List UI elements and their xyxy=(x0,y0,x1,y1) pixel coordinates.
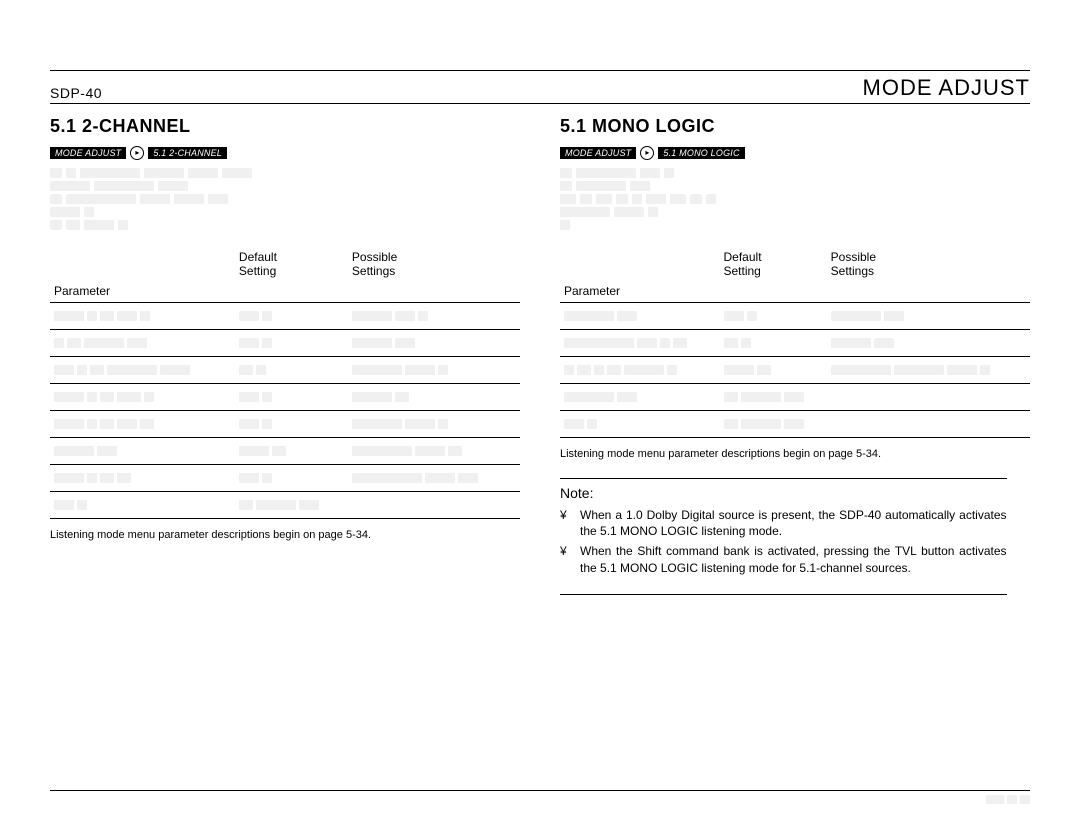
col-header-parameter: Parameter xyxy=(560,282,720,303)
page: SDP-40 MODE ADJUST 5.1 2-CHANNEL MODE AD… xyxy=(0,0,1080,834)
table-row xyxy=(50,465,520,492)
table-row xyxy=(560,330,1030,357)
note-top-rule xyxy=(560,478,1007,479)
note-item: ¥ When the Shift command bank is activat… xyxy=(560,543,1007,575)
left-section-title: 5.1 2-CHANNEL xyxy=(50,116,520,137)
table-row xyxy=(560,384,1030,411)
right-breadcrumb: MODE ADJUST ▸ 5.1 MONO LOGIC xyxy=(560,146,745,160)
col-header-default: Default Setting xyxy=(235,248,348,282)
page-number xyxy=(986,795,1030,804)
header-bottom-rule xyxy=(50,103,1030,104)
right-column: 5.1 MONO LOGIC MODE ADJUST ▸ 5.1 MONO LO… xyxy=(560,116,1030,601)
right-params-table: Default Setting Possible Settings Parame… xyxy=(560,248,1030,438)
note-text: When the Shift command bank is activated… xyxy=(580,543,1007,575)
table-row xyxy=(50,303,520,330)
table-row xyxy=(560,357,1030,384)
note-list: ¥ When a 1.0 Dolby Digital source is pre… xyxy=(560,507,1007,576)
top-rule xyxy=(50,70,1030,71)
left-footnote: Listening mode menu parameter descriptio… xyxy=(50,529,520,541)
table-row xyxy=(50,330,520,357)
col-header-default: Default Setting xyxy=(720,248,827,282)
breadcrumb-segment: 5.1 MONO LOGIC xyxy=(658,147,744,159)
model-label: SDP-40 xyxy=(50,85,102,101)
table-row xyxy=(50,411,520,438)
col-header-parameter: Parameter xyxy=(50,282,235,303)
left-breadcrumb: MODE ADJUST ▸ 5.1 2-CHANNEL xyxy=(50,146,227,160)
left-description xyxy=(50,168,520,230)
bullet-icon: ¥ xyxy=(560,507,570,539)
col-header-possible: Possible Settings xyxy=(827,248,1030,282)
breadcrumb-segment: MODE ADJUST xyxy=(50,147,126,159)
note-bottom-rule xyxy=(560,594,1007,595)
right-footnote: Listening mode menu parameter descriptio… xyxy=(560,448,1030,460)
chevron-right-icon: ▸ xyxy=(130,146,144,160)
right-section-title: 5.1 MONO LOGIC xyxy=(560,116,1030,137)
right-description xyxy=(560,168,1030,230)
table-row xyxy=(50,357,520,384)
table-row xyxy=(50,492,520,519)
breadcrumb-segment: 5.1 2-CHANNEL xyxy=(148,147,227,159)
table-row xyxy=(50,438,520,465)
table-row xyxy=(50,384,520,411)
chevron-right-icon: ▸ xyxy=(640,146,654,160)
table-row xyxy=(560,411,1030,438)
footer-rule xyxy=(50,790,1030,791)
note-text: When a 1.0 Dolby Digital source is prese… xyxy=(580,507,1007,539)
note-heading: Note: xyxy=(560,485,1030,501)
table-row xyxy=(560,303,1030,330)
header-row: SDP-40 MODE ADJUST xyxy=(50,75,1030,101)
left-params-table: Default Setting Possible Settings Parame… xyxy=(50,248,520,519)
content-columns: 5.1 2-CHANNEL MODE ADJUST ▸ 5.1 2-CHANNE… xyxy=(50,116,1030,601)
note-item: ¥ When a 1.0 Dolby Digital source is pre… xyxy=(560,507,1007,539)
bullet-icon: ¥ xyxy=(560,543,570,575)
breadcrumb-segment: MODE ADJUST xyxy=(560,147,636,159)
left-column: 5.1 2-CHANNEL MODE ADJUST ▸ 5.1 2-CHANNE… xyxy=(50,116,520,601)
col-header-possible: Possible Settings xyxy=(348,248,520,282)
footer xyxy=(50,790,1030,804)
page-title: MODE ADJUST xyxy=(863,75,1030,101)
